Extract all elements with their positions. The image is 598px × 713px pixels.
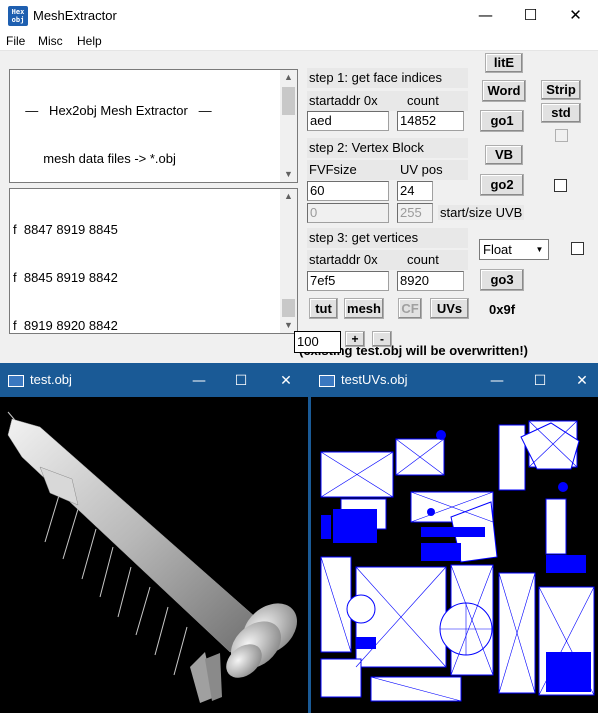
step3-startaddr-label: startaddr 0x (309, 252, 378, 267)
log-panel[interactable]: f 8847 8919 8845 f 8845 8919 8842 f 8919… (9, 188, 298, 334)
go2-checkbox[interactable] (554, 179, 567, 192)
mesh-view-window: test.obj — ☐ ✕ (0, 366, 308, 713)
uvb-size-input[interactable]: 255 (397, 203, 433, 223)
info-panel[interactable]: — Hex2obj Mesh Extractor — mesh data fil… (9, 69, 298, 183)
step2-fvfsize-label: FVFsize (309, 162, 357, 177)
minimize-icon[interactable]: — (192, 373, 206, 389)
app-icon: Hex obj (8, 6, 28, 26)
std-button[interactable]: std (541, 103, 581, 123)
float-select[interactable]: Float ▼ (479, 239, 549, 260)
minimize-icon[interactable]: — (478, 6, 493, 24)
float-checkbox[interactable] (571, 242, 584, 255)
window-icon (319, 375, 335, 387)
scroll-down-icon[interactable]: ▼ (284, 320, 293, 330)
minus-button[interactable]: - (372, 331, 392, 347)
log-line: f 8845 8919 8842 (13, 270, 118, 285)
close-icon[interactable]: ✕ (280, 373, 292, 389)
close-icon[interactable]: ✕ (576, 373, 588, 389)
menu-misc[interactable]: Misc (38, 34, 63, 48)
mesh-button[interactable]: mesh (344, 298, 384, 319)
step1-title: step 1: get face indices (307, 68, 468, 88)
window-icon (8, 375, 24, 387)
maximize-icon[interactable]: ☐ (234, 373, 248, 389)
info-line: — Hex2obj Mesh Extractor — (18, 103, 212, 118)
tut-button[interactable]: tut (309, 298, 338, 319)
step1-count-label: count (407, 93, 439, 108)
info-line: mesh data files -> *.obj (18, 151, 176, 166)
uv-window-title: testUVs.obj (341, 372, 408, 387)
uvpos-input[interactable]: 24 (397, 181, 433, 201)
window-title: MeshExtractor (33, 8, 117, 23)
step1-labels: startaddr 0x count (307, 91, 468, 111)
step3-startaddr-input[interactable]: 7ef5 (307, 271, 389, 291)
scroll-up-icon[interactable]: ▲ (284, 72, 293, 82)
scroll-up-icon[interactable]: ▲ (284, 191, 293, 201)
mesh-hatch (39, 466, 79, 506)
plus-button[interactable]: + (345, 331, 365, 347)
step2-labels: FVFsize UV pos (307, 160, 468, 180)
uvb-label: start/size UVB (438, 205, 525, 220)
step2-title: step 2: Vertex Block (307, 138, 468, 158)
std-checkbox[interactable] (555, 129, 568, 142)
uv-window-titlebar: testUVs.obj — ☐ ✕ (311, 366, 598, 397)
step1-count-input[interactable]: 14852 (397, 111, 464, 131)
log-text: f 8847 8919 8845 f 8845 8919 8842 f 8919… (13, 190, 279, 333)
uv-wire-lines (320, 420, 595, 702)
scroll-down-icon[interactable]: ▼ (284, 169, 293, 179)
menu-file[interactable]: File (6, 34, 26, 48)
step3-count-label: count (407, 252, 439, 267)
float-select-value: Float (483, 242, 512, 257)
mesh-engines (190, 603, 297, 703)
step2-uvpos-label: UV pos (400, 162, 443, 177)
uvs-button[interactable]: UVs (430, 298, 469, 319)
uv-render[interactable] (311, 397, 598, 713)
lite-button[interactable]: litE (485, 53, 523, 73)
log-line: f 8847 8919 8845 (13, 222, 118, 237)
step3-title: step 3: get vertices (307, 228, 468, 248)
scale-input[interactable]: 100 (294, 331, 341, 353)
mesh-window-title: test.obj (30, 372, 72, 387)
uv-dense-regions (321, 430, 591, 692)
step3-labels: startaddr 0x count (307, 250, 468, 270)
title-bar: Hex obj MeshExtractor — ☐ ✕ (0, 0, 598, 31)
cf-button[interactable]: CF (398, 298, 422, 319)
log-line: f 8919 8920 8842 (13, 318, 118, 333)
info-scrollbar[interactable]: ▲ ▼ (280, 70, 297, 182)
fvfsize-input[interactable]: 60 (307, 181, 389, 201)
chevron-down-icon: ▼ (535, 245, 544, 254)
step3-count-input[interactable]: 8920 (397, 271, 464, 291)
maximize-icon[interactable]: ☐ (523, 6, 538, 24)
uvb-start-input[interactable]: 0 (307, 203, 389, 223)
maximize-icon[interactable]: ☐ (533, 373, 547, 389)
step1-startaddr-input[interactable]: aed (307, 111, 389, 131)
vb-button[interactable]: VB (485, 145, 523, 165)
uv-view-window: testUVs.obj — ☐ ✕ (311, 366, 598, 713)
info-text: — Hex2obj Mesh Extractor — mesh data fil… (18, 71, 279, 182)
step1-startaddr-label: startaddr 0x (309, 93, 378, 108)
scroll-thumb[interactable] (282, 87, 295, 115)
scroll-thumb[interactable] (282, 299, 295, 317)
close-icon[interactable]: ✕ (569, 6, 582, 24)
mesh-window-titlebar: test.obj — ☐ ✕ (0, 366, 308, 397)
menu-help[interactable]: Help (77, 34, 102, 48)
go1-button[interactable]: go1 (480, 110, 524, 132)
mesh-render[interactable] (0, 397, 308, 713)
strip-button[interactable]: Strip (541, 80, 581, 100)
minimize-icon[interactable]: — (490, 373, 504, 389)
go3-button[interactable]: go3 (480, 269, 524, 291)
word-button[interactable]: Word (482, 80, 526, 102)
log-scrollbar[interactable]: ▲ ▼ (280, 189, 297, 333)
go2-button[interactable]: go2 (480, 174, 524, 196)
main-window: Hex obj MeshExtractor — ☐ ✕ File Misc He… (0, 0, 598, 363)
mesh-hull (7, 418, 263, 653)
mesh-fins (7, 411, 188, 676)
menu-bar: File Misc Help (0, 31, 598, 51)
hex-readout: 0x9f (489, 302, 516, 317)
